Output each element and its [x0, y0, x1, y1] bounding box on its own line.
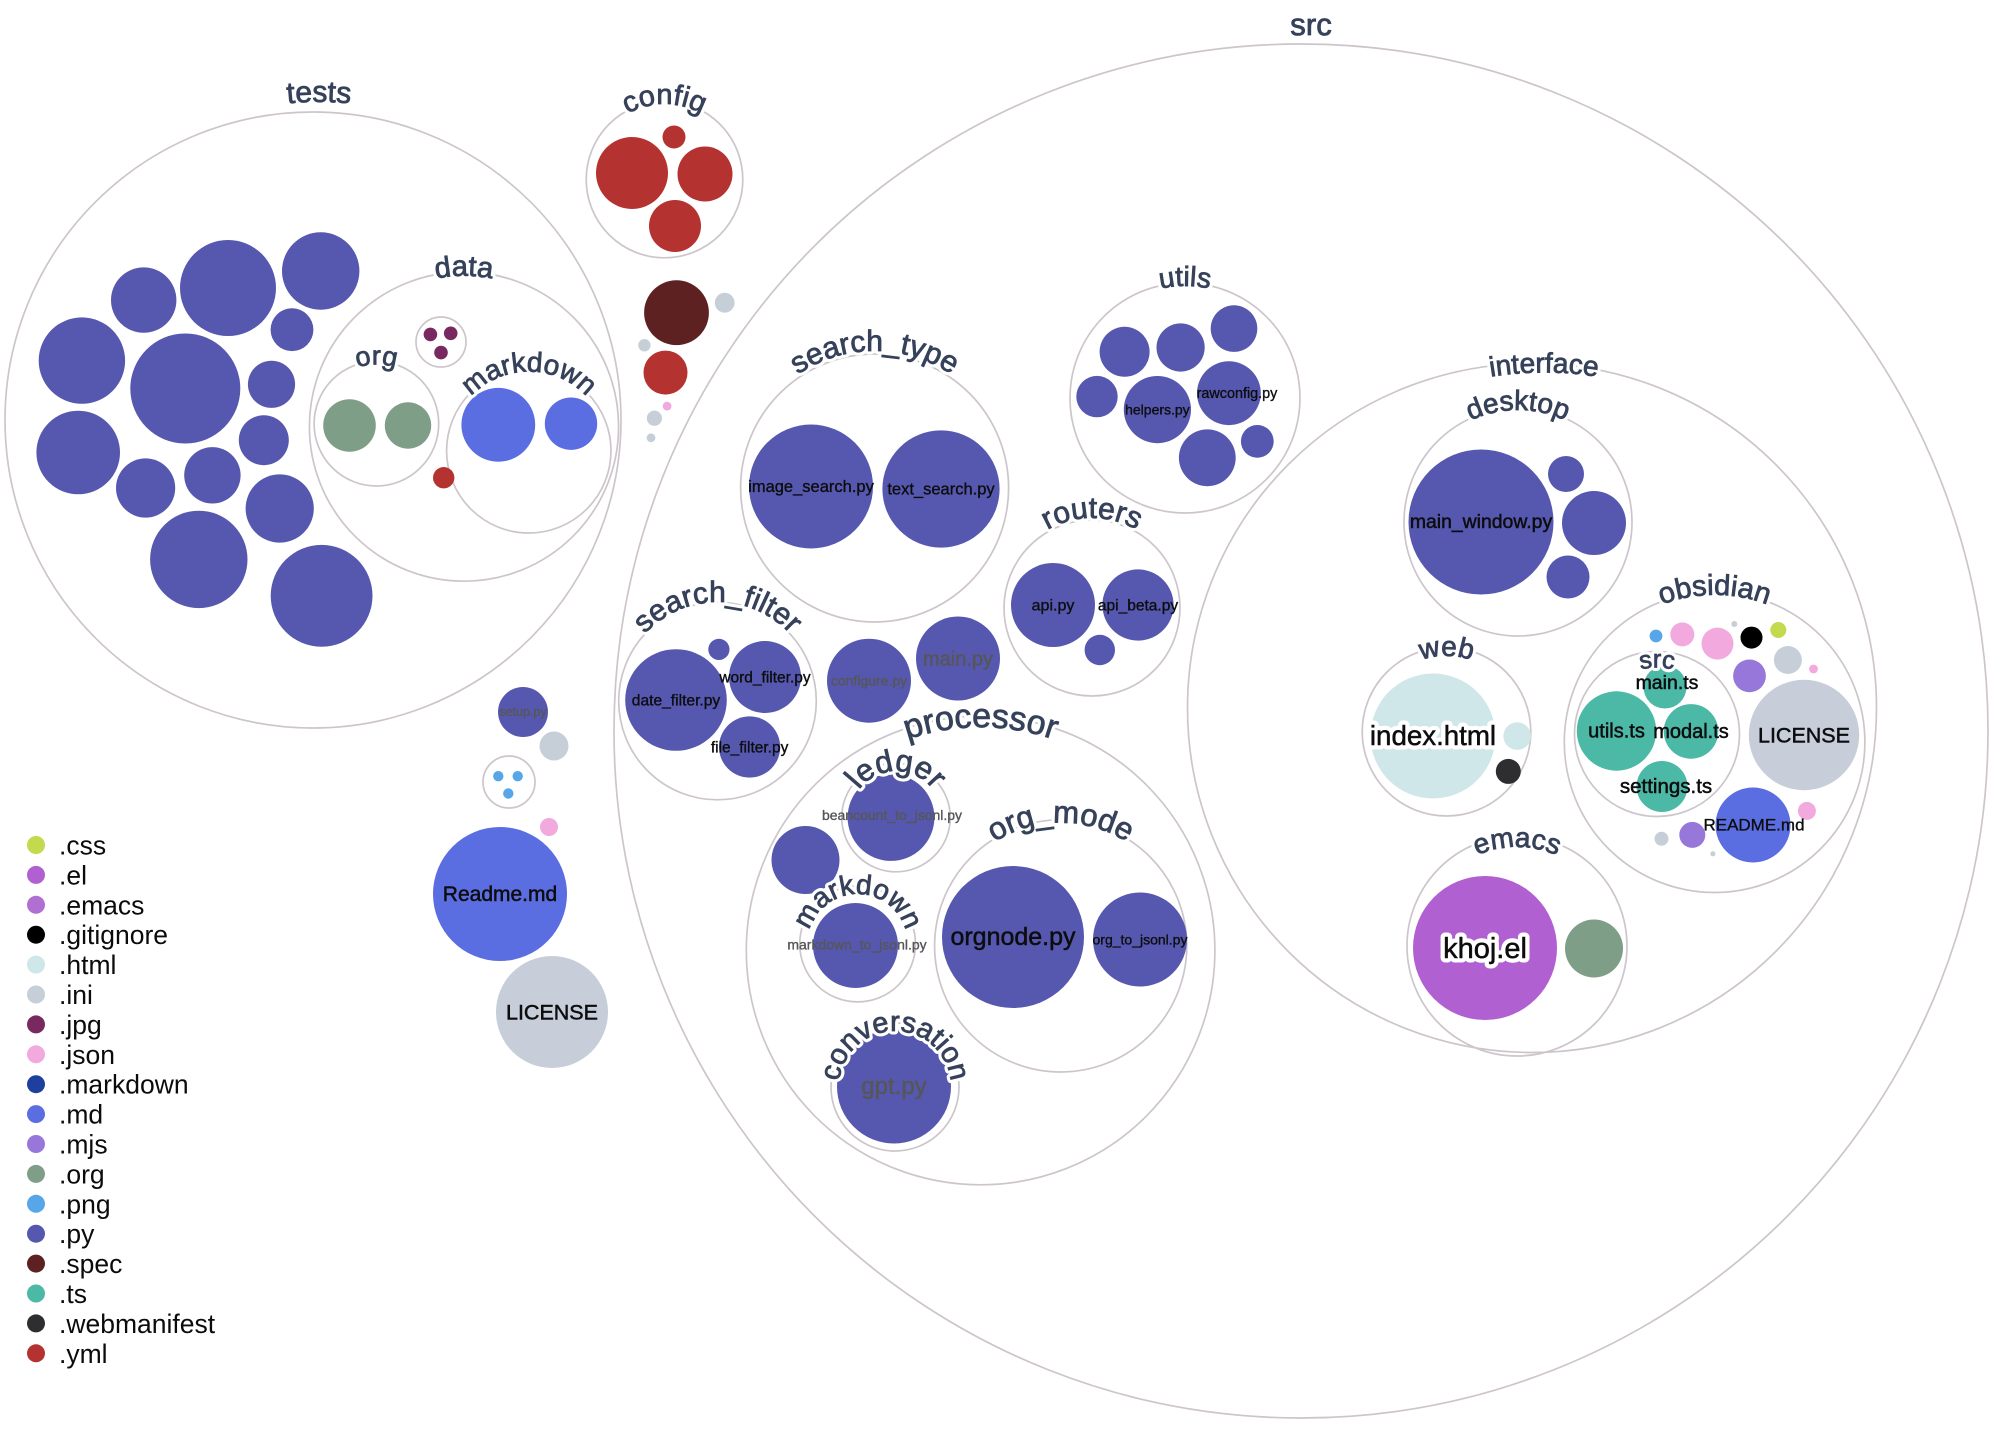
svg-text:file_filter.py: file_filter.py: [711, 740, 789, 757]
svg-text:image_search.py: image_search.py: [748, 478, 874, 496]
svg-text:.ts: .ts: [59, 1279, 87, 1309]
svg-text:src: src: [1290, 7, 1332, 42]
svg-text:org_to_jsonl.py: org_to_jsonl.py: [1093, 932, 1188, 948]
svg-text:khoj.el: khoj.el: [1443, 933, 1527, 965]
svg-text:routers: routers: [1036, 492, 1148, 536]
svg-text:utils.ts: utils.ts: [1588, 721, 1645, 743]
svg-text:.yml: .yml: [59, 1339, 108, 1369]
svg-text:date_filter.py: date_filter.py: [632, 693, 721, 710]
svg-text:LICENSE: LICENSE: [1758, 724, 1850, 748]
svg-text:main_window.py: main_window.py: [1410, 511, 1553, 533]
svg-text:markdown_to_jsonl.py: markdown_to_jsonl.py: [787, 937, 926, 953]
svg-text:main.py: main.py: [923, 649, 993, 671]
svg-text:.org: .org: [59, 1159, 105, 1189]
svg-text:api.py: api.py: [1032, 598, 1075, 615]
svg-text:main.ts: main.ts: [1636, 672, 1699, 694]
svg-text:src: src: [1637, 645, 1677, 675]
svg-text:org: org: [352, 340, 400, 373]
svg-text:.gitignore: .gitignore: [59, 920, 168, 950]
svg-text:setup.py: setup.py: [499, 705, 547, 719]
svg-text:.py: .py: [59, 1219, 95, 1249]
svg-text:data: data: [433, 251, 497, 286]
svg-text:data: data: [433, 251, 497, 286]
svg-text:khoj.el: khoj.el: [1443, 933, 1527, 965]
svg-text:.html: .html: [59, 950, 116, 980]
svg-text:helpers.py: helpers.py: [1125, 402, 1190, 418]
svg-text:.md: .md: [59, 1100, 103, 1130]
svg-text:interface: interface: [1487, 347, 1601, 382]
svg-text:orgnode.py: orgnode.py: [950, 923, 1076, 951]
svg-text:.json: .json: [59, 1040, 115, 1070]
svg-text:.markdown: .markdown: [59, 1070, 189, 1100]
svg-text:.png: .png: [59, 1189, 111, 1219]
svg-text:.ini: .ini: [59, 980, 93, 1010]
svg-text:.css: .css: [59, 831, 106, 861]
svg-text:text_search.py: text_search.py: [887, 481, 995, 499]
svg-text:src: src: [1290, 7, 1332, 42]
svg-text:beancount_to_jsonl.py: beancount_to_jsonl.py: [822, 807, 962, 823]
svg-text:src: src: [1637, 645, 1677, 675]
svg-text:.webmanifest: .webmanifest: [59, 1309, 216, 1339]
svg-text:utils: utils: [1157, 261, 1214, 294]
svg-text:web: web: [1415, 631, 1478, 666]
svg-text:.spec: .spec: [59, 1249, 122, 1279]
svg-text:index.html: index.html: [1370, 720, 1496, 751]
svg-text:.jpg: .jpg: [59, 1010, 102, 1040]
svg-text:org: org: [352, 340, 400, 373]
svg-text:modal.ts: modal.ts: [1653, 721, 1729, 743]
svg-text:api_beta.py: api_beta.py: [1098, 598, 1178, 615]
svg-text:README.md: README.md: [1703, 816, 1804, 835]
svg-text:settings.ts: settings.ts: [1620, 775, 1712, 798]
svg-text:Readme.md: Readme.md: [443, 883, 557, 906]
svg-text:utils: utils: [1157, 261, 1214, 294]
svg-text:.el: .el: [59, 860, 87, 890]
svg-text:tests: tests: [285, 76, 352, 111]
svg-text:gpt.py: gpt.py: [861, 1073, 926, 1100]
svg-text:word_filter.py: word_filter.py: [718, 670, 811, 687]
svg-text:configure.py: configure.py: [831, 673, 907, 689]
svg-text:LICENSE: LICENSE: [506, 1001, 598, 1025]
svg-text:rawconfig.py: rawconfig.py: [1197, 386, 1279, 402]
svg-text:index.html: index.html: [1370, 720, 1496, 751]
svg-text:.mjs: .mjs: [59, 1130, 108, 1160]
svg-text:.emacs: .emacs: [59, 890, 144, 920]
